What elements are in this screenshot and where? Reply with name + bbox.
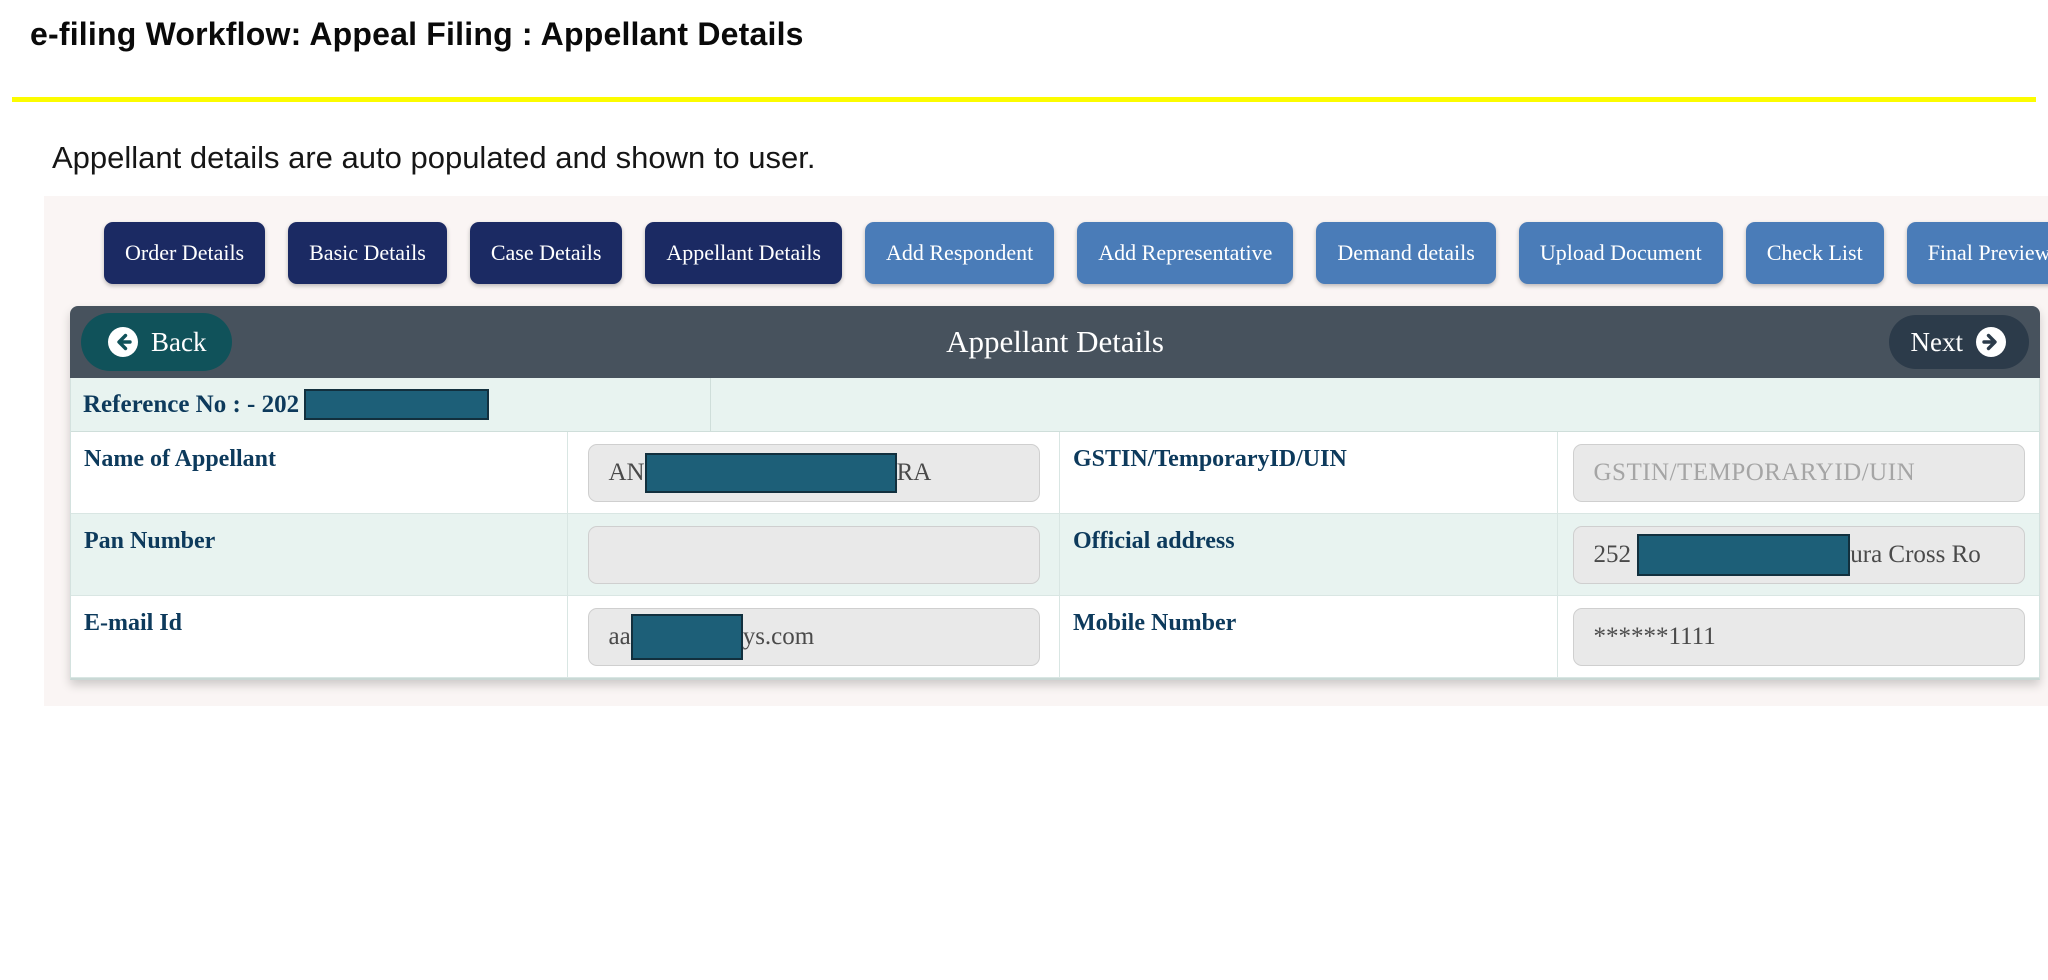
appellant-details-panel: Back Appellant Details Next Reference No… (70, 306, 2040, 680)
email-id-label: E-mail Id (71, 596, 568, 678)
panel-title: Appellant Details (946, 324, 1164, 359)
form-grid: Name of Appellant AN RA GSTIN/TemporaryID… (71, 432, 2039, 678)
name-of-appellant-input[interactable]: AN RA (587, 443, 1040, 502)
panel-header: Back Appellant Details Next (70, 306, 2040, 378)
tab-upload-document[interactable]: Upload Document (1518, 222, 1723, 284)
tab-appellant-details[interactable]: Appellant Details (645, 222, 842, 284)
pan-number-cell (568, 514, 1060, 596)
next-button-label: Next (1910, 326, 1963, 357)
pan-number-input[interactable] (587, 525, 1040, 584)
mobile-number-label: Mobile Number (1060, 596, 1558, 678)
redaction-box-reference (304, 389, 490, 420)
tab-order-details[interactable]: Order Details (104, 222, 266, 284)
page-subtitle: Appellant details are auto populated and… (52, 140, 816, 175)
reference-row-spacer (711, 378, 2039, 431)
tab-case-details[interactable]: Case Details (469, 222, 623, 284)
email-value-suffix: ys.com (742, 622, 815, 650)
pan-number-label: Pan Number (71, 514, 568, 596)
reference-number-row: Reference No : - 202 (71, 378, 2039, 432)
official-address-input[interactable]: 252 ura Cross Ro (1572, 525, 2025, 584)
tab-add-representative[interactable]: Add Representative (1077, 222, 1294, 284)
back-button[interactable]: Back (81, 313, 233, 371)
gstin-cell: GSTIN/TEMPORARYID/UIN (1558, 432, 2039, 514)
next-button[interactable]: Next (1888, 315, 2029, 369)
gstin-input[interactable]: GSTIN/TEMPORARYID/UIN (1572, 443, 2025, 502)
arrow-right-circle-icon (1976, 327, 2006, 357)
redaction-box-email (630, 613, 743, 660)
name-value-prefix: AN (608, 458, 645, 486)
address-value-prefix: 252 (1593, 540, 1638, 568)
appellant-form-table: Reference No : - 202 Name of Appellant A… (70, 378, 2040, 680)
name-of-appellant-cell: AN RA (568, 432, 1060, 514)
reference-number-cell: Reference No : - 202 (71, 378, 711, 431)
yellow-divider (12, 97, 2036, 102)
email-value-prefix: aa (608, 622, 631, 650)
gstin-label: GSTIN/TemporaryID/UIN (1060, 432, 1558, 514)
tab-add-respondent[interactable]: Add Respondent (865, 222, 1055, 284)
back-button-label: Back (151, 326, 207, 357)
email-id-input[interactable]: aa ys.com (587, 607, 1040, 666)
redaction-box-name (644, 452, 897, 493)
official-address-label: Official address (1060, 514, 1558, 596)
mobile-number-cell: ******1111 (1558, 596, 2039, 678)
page-title: e-filing Workflow: Appeal Filing : Appel… (30, 16, 804, 52)
official-address-cell: 252 ura Cross Ro (1558, 514, 2039, 596)
tab-demand-details[interactable]: Demand details (1316, 222, 1496, 284)
redaction-box-address (1637, 533, 1851, 576)
arrow-left-circle-icon (108, 327, 138, 357)
content-area: Order Details Basic Details Case Details… (44, 196, 2048, 706)
mobile-number-input[interactable]: ******1111 (1572, 607, 2025, 666)
gstin-placeholder: GSTIN/TEMPORARYID/UIN (1593, 458, 1916, 486)
tab-final-preview[interactable]: Final Preview (1906, 222, 2048, 284)
workflow-tabs: Order Details Basic Details Case Details… (104, 222, 2048, 284)
email-id-cell: aa ys.com (568, 596, 1060, 678)
reference-number-label: Reference No : - 202 (83, 390, 300, 418)
mobile-value: ******1111 (1593, 622, 1716, 650)
address-value-suffix: ura Cross Ro (1850, 540, 1981, 568)
name-value-suffix: RA (896, 458, 932, 486)
name-of-appellant-label: Name of Appellant (71, 432, 568, 514)
tab-basic-details[interactable]: Basic Details (288, 222, 447, 284)
tab-check-list[interactable]: Check List (1745, 222, 1884, 284)
